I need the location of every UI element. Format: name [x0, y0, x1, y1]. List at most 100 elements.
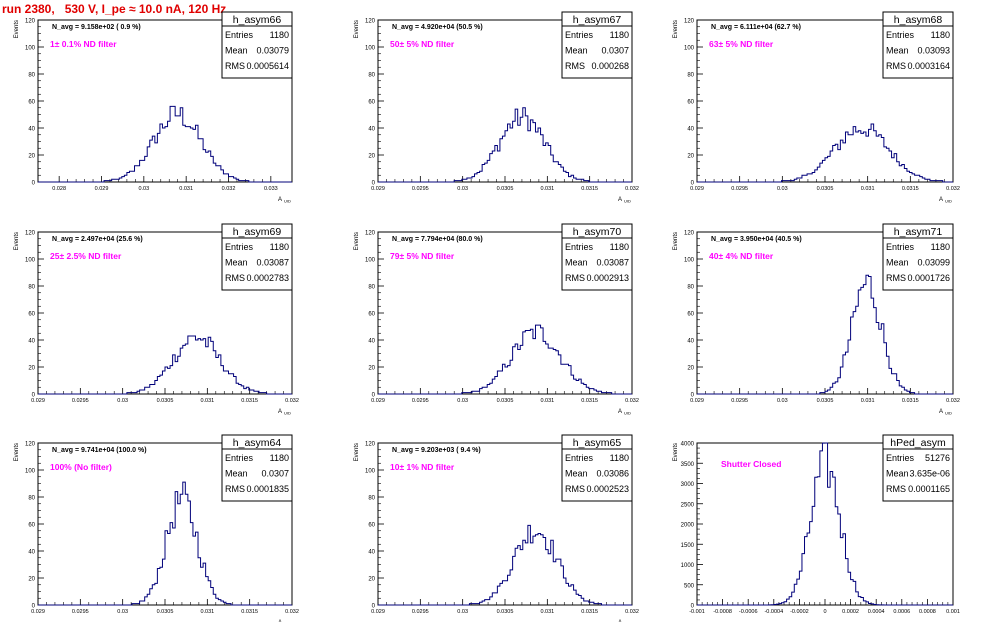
y-tick-label: 60 [687, 312, 694, 318]
stats-value-entries: 51276 [925, 453, 950, 463]
stats-value-rms: 0.0001726 [907, 273, 950, 283]
y-tick-label: 0 [691, 393, 695, 399]
y-tick-label: 120 [365, 442, 376, 448]
histogram-name: hPed_asym [890, 437, 946, 449]
stats-box: h_asym71 Entries 1180 Mean 0.03099 RMS 0.00017… [882, 223, 954, 291]
panel-h_asym70: 0 20 40 60 80 100 120 Events 0.029 0.0295 0.03 0.03… [354, 223, 639, 416]
y-tick-label: 60 [28, 100, 35, 106]
x-tick-label: 0.03 [457, 186, 468, 192]
x-tick-label: 0.031 [540, 186, 554, 192]
stats-label-mean: Mean [225, 258, 248, 268]
histogram-line [378, 107, 632, 183]
y-tick-label: 0 [32, 393, 36, 399]
y-tick-label: 40 [368, 550, 375, 556]
stats-box-frame [882, 11, 954, 79]
y-tick-label: 2000 [681, 523, 695, 529]
x-tick-label: 0 [823, 609, 826, 615]
stats-value-entries: 1180 [610, 30, 629, 40]
y-tick-label: 80 [28, 496, 35, 502]
x-tick-label: 0.0295 [412, 609, 429, 615]
y-tick-label: 80 [28, 73, 35, 79]
x-tick-label: 0.031 [540, 609, 554, 615]
stats-value-entries: 1180 [270, 453, 289, 463]
y-tick-label: 120 [365, 19, 376, 25]
histogram-name: h_asym64 [233, 437, 282, 449]
stats-value-mean: 0.0307 [601, 46, 629, 56]
y-tick-label: 60 [28, 312, 35, 318]
x-tick-label: 0.0305 [497, 186, 514, 192]
y-axis-label: Events [354, 20, 360, 38]
panel-h_asym64: 0 20 40 60 80 100 120 Events 0.029 0.0295 0.03 0.03… [14, 434, 299, 622]
x-tick-label: 0.031 [179, 186, 193, 192]
x-tick-label: 0.0295 [731, 186, 748, 192]
filter-label: 100% (No filter) [50, 462, 112, 472]
histogram-line [38, 105, 292, 183]
x-tick-label: 0.03 [117, 609, 128, 615]
stats-value-rms: 0.0003164 [907, 61, 950, 71]
filter-label: Shutter Closed [721, 459, 781, 469]
stats-label-mean: Mean [225, 469, 248, 479]
x-tick-label: 0.032 [625, 398, 639, 404]
x-tick-label: -0.0008 [713, 609, 732, 615]
x-tick-label: 0.0008 [919, 609, 936, 615]
y-tick-label: 0 [372, 604, 376, 610]
filter-label: 63± 5% ND filter [709, 39, 774, 49]
y-tick-label: 20 [368, 154, 375, 160]
stats-value-rms: 0.0002523 [586, 484, 629, 494]
x-tick-label: 0.0004 [868, 609, 885, 615]
y-tick-label: 3500 [681, 462, 695, 468]
x-tick-label: 0.0315 [581, 398, 598, 404]
navg-text: N_avg = 9.741e+04 (100.0 %) [52, 447, 147, 454]
x-tick-label: 0.001 [946, 609, 960, 615]
x-tick-label: 0.0295 [72, 609, 89, 615]
stats-box: h_asym64 Entries 1180 Mean 0.0307 RMS 0.000183… [221, 434, 293, 502]
filter-label: 40± 4% ND filter [709, 251, 774, 261]
stats-box: h_asym70 Entries 1180 Mean 0.03087 RMS 0.00029… [561, 223, 633, 291]
stats-box-frame [221, 11, 293, 79]
y-tick-label: 40 [28, 339, 35, 345]
x-tick-label: 0.032 [222, 186, 236, 192]
navg-text: N_avg = 2.497e+04 (25.6 %) [52, 236, 143, 243]
stats-box: h_asym67 Entries 1180 Mean 0.0307 RMS 0.000268 [561, 11, 633, 79]
y-tick-label: 40 [28, 550, 35, 556]
x-tick-label: 0.03 [777, 398, 788, 404]
stats-label-rms: RMS [225, 484, 245, 494]
stats-label-rms: RMS [886, 273, 906, 283]
y-tick-label: 3000 [681, 482, 695, 488]
filter-label: 50± 5% ND filter [390, 39, 455, 49]
histogram-line [38, 335, 292, 395]
y-tick-label: 20 [28, 366, 35, 372]
y-tick-label: 80 [368, 73, 375, 79]
y-tick-label: 80 [28, 285, 35, 291]
y-axis-label: Events [673, 20, 679, 38]
x-tick-label: 0.0315 [581, 186, 598, 192]
histogram-line [378, 324, 632, 395]
y-tick-label: 100 [365, 258, 376, 264]
y-tick-label: 0 [691, 181, 695, 187]
x-tick-label: 0.029 [31, 398, 45, 404]
stats-box: h_asym66 Entries 1180 Mean 0.03079 RMS 0.00056… [221, 11, 293, 79]
panel-h_asym67: 0 20 40 60 80 100 120 Events 0.029 0.0295 0.03 0.03… [354, 11, 639, 204]
stats-value-entries: 1180 [610, 242, 629, 252]
stats-box: h_asym65 Entries 1180 Mean 0.03086 RMS 0.00025… [561, 434, 633, 502]
histogram-name: h_asym65 [573, 437, 622, 449]
y-axis-label: Events [354, 232, 360, 250]
histogram-name: h_asym70 [573, 226, 622, 238]
x-tick-label: 0.0006 [893, 609, 910, 615]
stats-label-rms: RMS [565, 273, 585, 283]
stats-box-frame [561, 11, 633, 79]
y-tick-label: 80 [687, 73, 694, 79]
stats-value-mean: 0.03099 [917, 258, 950, 268]
y-tick-label: 40 [687, 127, 694, 133]
x-tick-label: 0.031 [540, 398, 554, 404]
y-axis-label: Events [673, 443, 679, 461]
y-tick-label: 80 [368, 285, 375, 291]
x-tick-label: -0.0004 [764, 609, 783, 615]
y-tick-label: 80 [687, 285, 694, 291]
y-tick-label: 0 [372, 181, 376, 187]
